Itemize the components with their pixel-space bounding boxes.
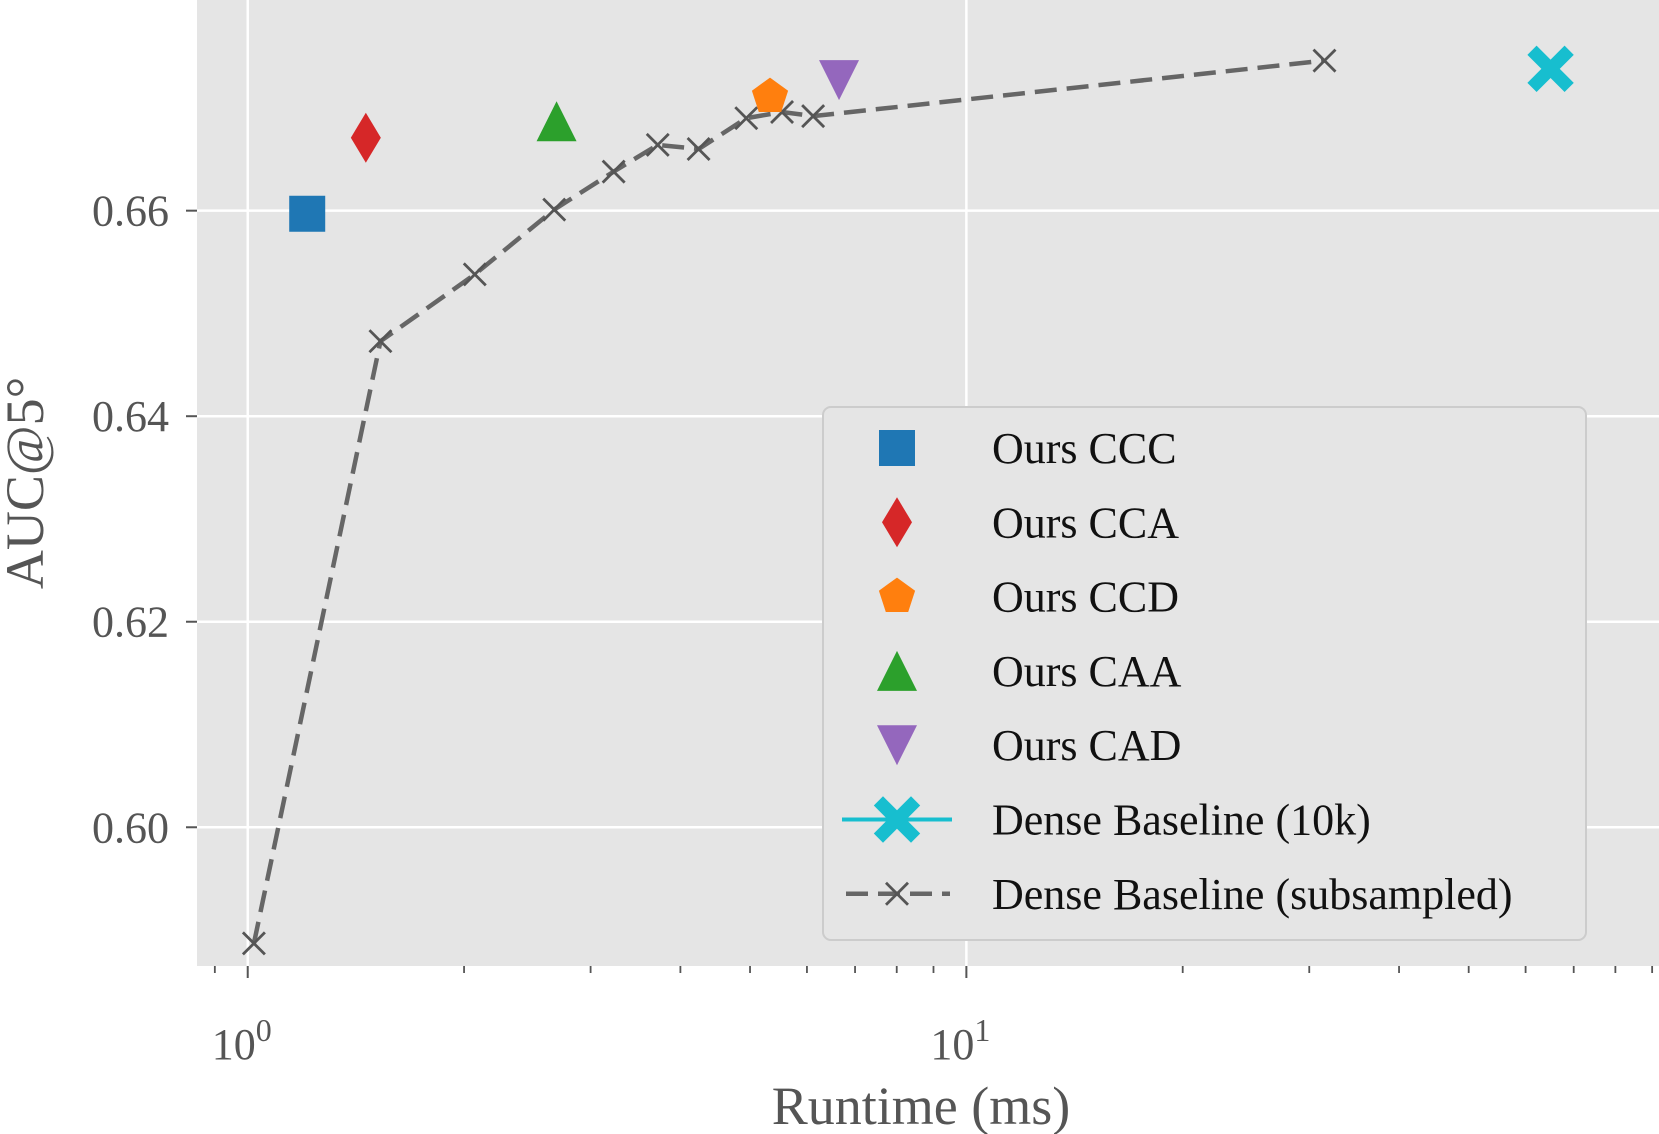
x-stroke: [873, 796, 921, 843]
x-tick-label: 100: [212, 1012, 272, 1069]
legend-marker-ours-ccc: [879, 430, 915, 466]
data-point-dense-baseline-subsampled: [1312, 48, 1337, 73]
legend-label-ours-cca: Ours CCA: [992, 498, 1179, 547]
legend-item: Ours CAD: [877, 721, 1181, 770]
legend-marker-ours-cca: [882, 497, 912, 548]
data-point-dense-baseline-subsampled: [601, 159, 626, 184]
legend-item: Ours CCA: [882, 497, 1179, 548]
data-point-dense-baseline-subsampled: [801, 104, 826, 129]
y-axis-title: AUC@5°: [0, 377, 55, 589]
legend-box: [822, 406, 1587, 941]
data-point-dense-baseline-subsampled: [462, 262, 487, 287]
x-stroke: [462, 262, 487, 287]
x-axis-title: Runtime (ms): [772, 1076, 1070, 1134]
legend-label-ours-cad: Ours CAD: [992, 721, 1181, 770]
legend-item: Dense Baseline (subsampled): [846, 870, 1513, 919]
data-point-ours-ccc: [289, 195, 326, 232]
x-tick-label: 101: [930, 1012, 990, 1069]
x-stroke: [601, 159, 626, 184]
legend-marker-ours-ccd: [878, 577, 916, 612]
x-stroke: [1312, 48, 1337, 73]
legend-item: Dense Baseline (10k): [842, 796, 1371, 845]
data-point-dense-baseline-subsampled: [368, 329, 393, 354]
x-tick-base: 10: [212, 1020, 256, 1069]
legend-item: Ours CCD: [878, 573, 1179, 622]
x-tick-exponent: 0: [256, 1012, 272, 1048]
legend-label-ours-ccd: Ours CCD: [992, 573, 1179, 622]
x-stroke: [241, 931, 266, 956]
data-point-dense-baseline-subsampled: [241, 931, 266, 956]
y-tick-label: 0.62: [92, 598, 169, 647]
legend-item: Ours CCC: [879, 424, 1177, 473]
x-tick-exponent: 1: [974, 1012, 990, 1048]
x-stroke: [1527, 45, 1574, 93]
data-point-dense-baseline-subsampled: [645, 132, 670, 157]
y-tick-label: 0.64: [92, 392, 169, 441]
x-stroke: [686, 137, 711, 162]
data-point-dense-baseline-subsampled: [686, 137, 711, 162]
legend: Ours CCC Ours CCA Ours CCD Ours CAA Ours CAD…: [822, 406, 1587, 941]
x-stroke: [645, 132, 670, 157]
legend-marker-ours-caa: [877, 650, 917, 691]
legend-marker-dense-baseline-subsampled: [885, 881, 909, 906]
x-stroke: [885, 881, 909, 906]
legend-label-ours-caa: Ours CAA: [992, 647, 1182, 696]
legend-marker-dense-baseline-10k: [873, 796, 921, 843]
x-stroke: [368, 329, 393, 354]
data-point-ours-cad: [819, 60, 860, 101]
x-stroke: [542, 197, 567, 222]
legend-item: Ours CAA: [877, 647, 1182, 696]
data-point-dense-baseline-subsampled: [542, 197, 567, 222]
y-tick-label: 0.60: [92, 803, 169, 852]
data-point-ours-ccd: [751, 77, 789, 112]
data-series: [241, 45, 1574, 956]
x-tick-base: 10: [930, 1020, 974, 1069]
data-point-ours-cca: [350, 112, 381, 163]
data-point-dense-baseline-subsampled: [734, 106, 759, 131]
legend-label-ours-ccc: Ours CCC: [992, 424, 1177, 473]
x-stroke: [770, 100, 795, 125]
legend-label-dense-baseline-10k: Dense Baseline (10k): [992, 796, 1371, 845]
legend-label-dense-baseline-subsampled: Dense Baseline (subsampled): [992, 870, 1513, 919]
y-tick-label: 0.66: [92, 187, 169, 236]
data-point-ours-caa: [536, 101, 577, 142]
data-point-dense-baseline-10k: [1527, 45, 1574, 93]
series-line-dense-baseline-subsampled: [251, 58, 1325, 944]
x-stroke: [734, 106, 759, 131]
x-stroke: [801, 104, 826, 129]
legend-marker-ours-cad: [877, 725, 917, 766]
